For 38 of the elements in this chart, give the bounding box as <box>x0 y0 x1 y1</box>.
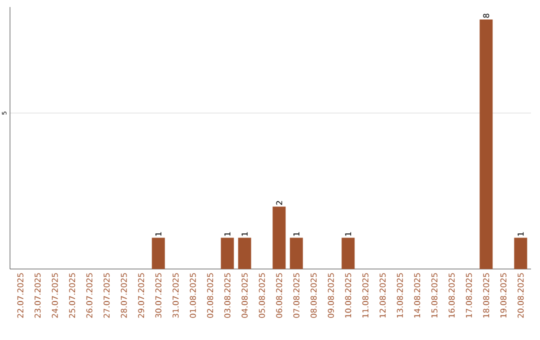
x-tick-label: 18.08.2025 <box>483 273 490 318</box>
x-tick-label: 13.08.2025 <box>396 273 403 318</box>
x-tick-label: 24.07.2025 <box>52 273 58 318</box>
x-tick-label: 30.07.2025 <box>155 273 162 318</box>
x-tick-label: 02.08.2025 <box>207 273 214 318</box>
data-label: 1 <box>242 232 248 236</box>
x-tick-label: 12.08.2025 <box>380 273 386 318</box>
x-tick-label: 04.08.2025 <box>242 273 248 318</box>
x-tick-label: 31.07.2025 <box>172 273 179 318</box>
data-label: 1 <box>345 232 352 236</box>
x-tick-label: 03.08.2025 <box>224 273 230 318</box>
x-tick-label: 26.07.2025 <box>86 273 92 318</box>
x-tick-label: 19.08.2025 <box>500 273 506 318</box>
data-label: 1 <box>293 232 300 236</box>
x-tick-label: 06.08.2025 <box>276 273 282 318</box>
x-tick-label: 23.07.2025 <box>34 273 41 318</box>
x-tick-label: 29.07.2025 <box>138 273 144 318</box>
x-tick-label: 09.08.2025 <box>328 273 334 318</box>
x-tick-label: 08.08.2025 <box>310 273 317 318</box>
x-tick-label: 14.08.2025 <box>414 273 420 318</box>
x-tick-label: 20.08.2025 <box>518 273 524 318</box>
x-tick-label: 01.08.2025 <box>190 273 196 318</box>
x-tick-label: 17.08.2025 <box>466 273 472 318</box>
x-tick-label: 27.07.2025 <box>104 273 110 318</box>
x-tick-label: 10.08.2025 <box>345 273 352 318</box>
data-label: 1 <box>155 232 162 236</box>
x-tick-label: 11.08.2025 <box>362 273 368 318</box>
x-tick-label: 25.07.2025 <box>69 273 76 318</box>
x-tick-label: 16.08.2025 <box>448 273 455 318</box>
x-tick-label: 05.08.2025 <box>258 273 265 318</box>
x-tick-label: 07.08.2025 <box>293 273 300 318</box>
data-label: 1 <box>224 232 230 236</box>
data-label: 2 <box>276 201 282 205</box>
x-tick-label: 22.07.2025 <box>17 273 24 318</box>
data-label: 8 <box>483 14 490 18</box>
x-tick-label: 15.08.2025 <box>431 273 438 318</box>
x-tick-label: 28.07.2025 <box>120 273 127 318</box>
data-label: 1 <box>518 232 524 236</box>
